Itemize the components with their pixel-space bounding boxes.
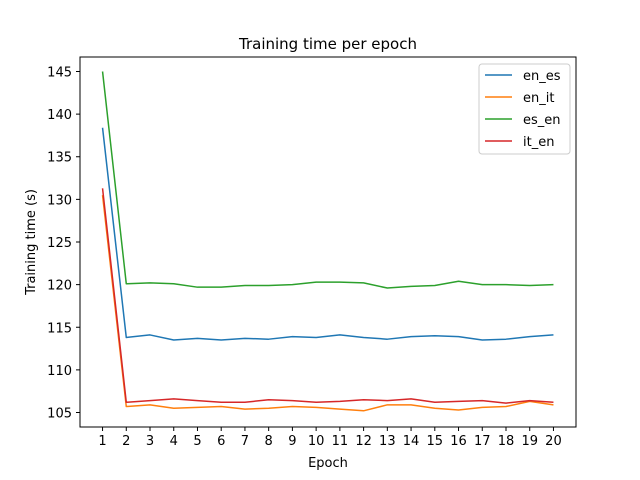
y-tick-label: 125 (47, 236, 72, 251)
x-tick-label: 10 (308, 434, 325, 449)
chart-title: Training time per epoch (238, 35, 417, 53)
y-tick-label: 145 (47, 65, 72, 80)
x-tick-label: 3 (146, 434, 154, 449)
x-tick-label: 14 (403, 434, 420, 449)
x-tick-label: 16 (450, 434, 467, 449)
x-tick-label: 13 (379, 434, 396, 449)
series-line-it-en (101, 188, 554, 404)
x-tick-label: 2 (122, 434, 130, 449)
legend-label-en-it: en_it (523, 91, 554, 106)
y-tick-label: 120 (47, 279, 72, 294)
x-tick-label: 7 (241, 434, 249, 449)
series-line-es-en (101, 71, 554, 289)
series-line-en-it (101, 195, 554, 412)
x-tick-label: 12 (355, 434, 372, 449)
legend: en_es en_it es_en it_en (478, 63, 571, 155)
legend-label-en-es: en_es (523, 69, 561, 84)
x-tick-label: 15 (427, 434, 444, 449)
x-tick-label: 4 (170, 434, 178, 449)
x-tick-label: 11 (332, 434, 349, 449)
x-tick-label: 1 (98, 434, 106, 449)
y-tick-label: 110 (47, 364, 72, 379)
legend-label-es-en: es_en (523, 113, 561, 128)
x-tick-label: 8 (265, 434, 273, 449)
x-tick-label: 18 (498, 434, 515, 449)
x-axis-title: Epoch (308, 456, 348, 471)
legend-box (478, 63, 571, 155)
legend-label-it-en: it_en (523, 135, 554, 150)
y-tick-label: 130 (47, 193, 72, 208)
y-tick-label: 135 (47, 151, 72, 166)
series-line-en-es (101, 127, 554, 341)
y-axis-title: Training time (s) (24, 189, 39, 296)
y-tick-label: 115 (47, 321, 72, 336)
x-tick-label: 17 (474, 434, 491, 449)
x-tick-label: 20 (545, 434, 562, 449)
x-tick-label: 6 (217, 434, 225, 449)
x-tick-label: 5 (193, 434, 201, 449)
plot-area: 1 2 3 4 5 6 7 8 9 10 11 12 13 14 15 16 17 18 19 20105110115… (47, 56, 577, 449)
y-tick-label: 140 (47, 108, 72, 123)
y-tick-label: 105 (47, 407, 72, 422)
x-tick-label: 19 (521, 434, 538, 449)
x-tick-label: 9 (288, 434, 296, 449)
